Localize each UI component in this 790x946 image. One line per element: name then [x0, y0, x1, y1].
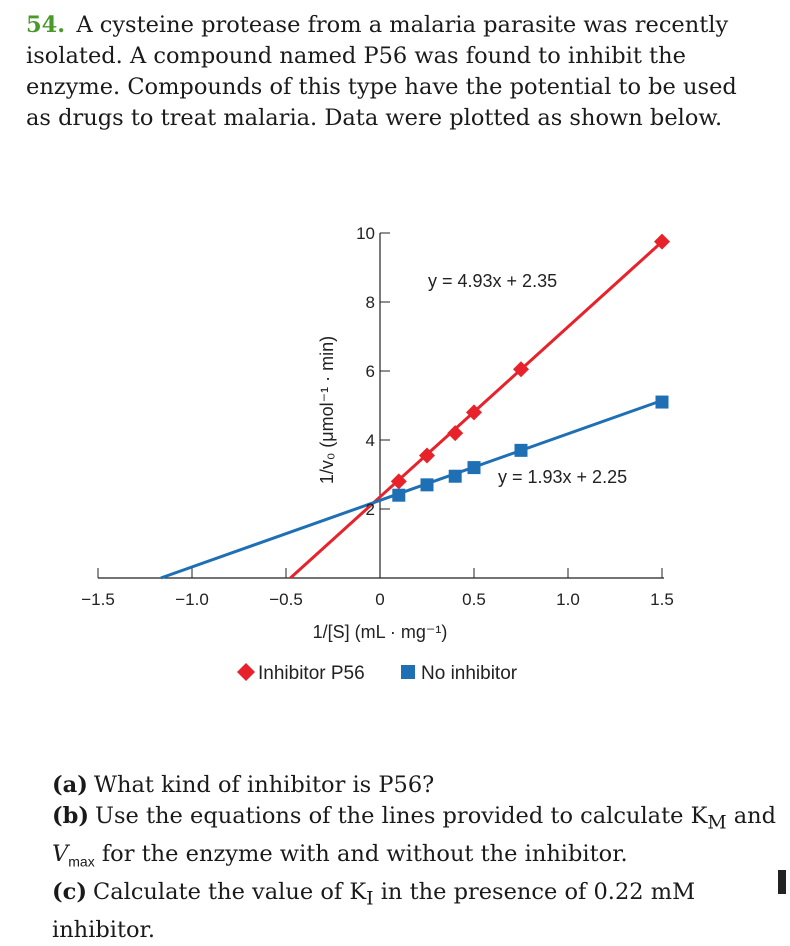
y-axis-label: 1/v₀ (μmol⁻¹ · min)	[317, 336, 337, 484]
y-tick-label: 10	[356, 224, 375, 243]
subscript: I	[366, 888, 374, 910]
subquestion-text: What kind of inhibitor is P56?	[93, 772, 435, 798]
x-tick-label: −1.5	[81, 590, 115, 609]
question-number: 54.	[26, 12, 66, 38]
subquestion-c-continued: inhibitor.	[52, 915, 752, 946]
legend-inhibitor-marker	[237, 663, 255, 681]
chart-lines	[160, 240, 664, 580]
question-text: A cysteine protease from a malaria paras…	[26, 12, 737, 131]
subquestion-letter: (a)	[52, 772, 88, 798]
legend-inhibitor-label: Inhibitor P56	[258, 663, 365, 684]
legend-no-inhibitor-marker	[401, 665, 415, 679]
equation-no-inhibitor: y = 1.93x + 2.25	[498, 467, 627, 487]
chart-marks	[237, 233, 670, 681]
data-point-no-inhibitor	[467, 461, 481, 475]
subquestion-text: Use the equations of the lines provided …	[95, 803, 708, 829]
y-tick-label: 6	[366, 362, 375, 381]
lineweaver-burk-plot: −1.5 −1.0 −0.5 0 0.5 1.0 1.5 2 4 6 8 10 1/[S] (mL · …	[81, 224, 674, 684]
subquestion-b-continued: Vmax for the enzyme with and without the…	[52, 839, 752, 878]
subquestion-a: (a) What kind of inhibitor is P56?	[52, 770, 752, 801]
data-point-inhibitor	[447, 425, 464, 442]
series-line-no-inhibitor	[160, 399, 663, 580]
x-tick-label: 1.0	[556, 590, 580, 609]
x-tick-label: −1.0	[175, 590, 209, 609]
x-tick-label: 0.5	[462, 590, 486, 609]
y-tick-label: 2	[366, 500, 375, 519]
y-tick-label: 8	[366, 293, 375, 312]
subquestion-text: and	[726, 803, 777, 829]
chart-labels: −1.5 −1.0 −0.5 0 0.5 1.0 1.5 2 4 6 8 10 1/[S] (mL · …	[81, 224, 674, 684]
chart-axes	[97, 232, 664, 579]
page-edge-mark	[778, 870, 786, 894]
subquestion-b: (b) Use the equations of the lines provid…	[52, 801, 776, 839]
subquestion-letter: (b)	[52, 803, 90, 829]
data-point-no-inhibitor	[655, 395, 669, 409]
subquestion-text: inhibitor.	[52, 916, 155, 943]
data-point-inhibitor	[513, 361, 529, 378]
equation-inhibitor: y = 4.93x + 2.35	[428, 271, 557, 291]
subscript: max	[68, 853, 95, 869]
subquestions: (a) What kind of inhibitor is P56? (b) Use…	[52, 770, 776, 946]
vmax-symbol: V	[52, 840, 69, 867]
data-point-no-inhibitor	[392, 488, 406, 502]
x-tick-label: −0.5	[269, 590, 303, 609]
x-axis-label: 1/[S] (mL · mg⁻¹)	[313, 622, 448, 642]
data-point-inhibitor	[466, 404, 482, 421]
subquestion-text: for the enzyme with and without the inhi…	[94, 840, 628, 867]
data-point-no-inhibitor	[448, 469, 462, 483]
subscript: M	[707, 812, 727, 834]
y-tick-label: 4	[366, 431, 375, 450]
x-tick-label: 0	[375, 590, 384, 609]
data-point-inhibitor	[654, 233, 670, 250]
subquestion-text: Calculate the value of K	[93, 879, 367, 905]
legend-no-inhibitor-label: No inhibitor	[421, 663, 518, 684]
data-point-inhibitor	[419, 447, 435, 464]
subquestion-c: (c) Calculate the value of KI in the pres…	[52, 877, 752, 915]
data-point-no-inhibitor	[514, 443, 528, 457]
data-point-no-inhibitor	[420, 478, 434, 492]
subquestion-letter: (c)	[52, 879, 87, 905]
data-point-inhibitor	[390, 473, 407, 490]
subquestion-text: in the presence of 0.22 mM	[373, 879, 696, 905]
question-stem: 54. A cysteine protease from a malaria p…	[26, 10, 756, 134]
x-tick-label: 1.5	[650, 590, 674, 609]
